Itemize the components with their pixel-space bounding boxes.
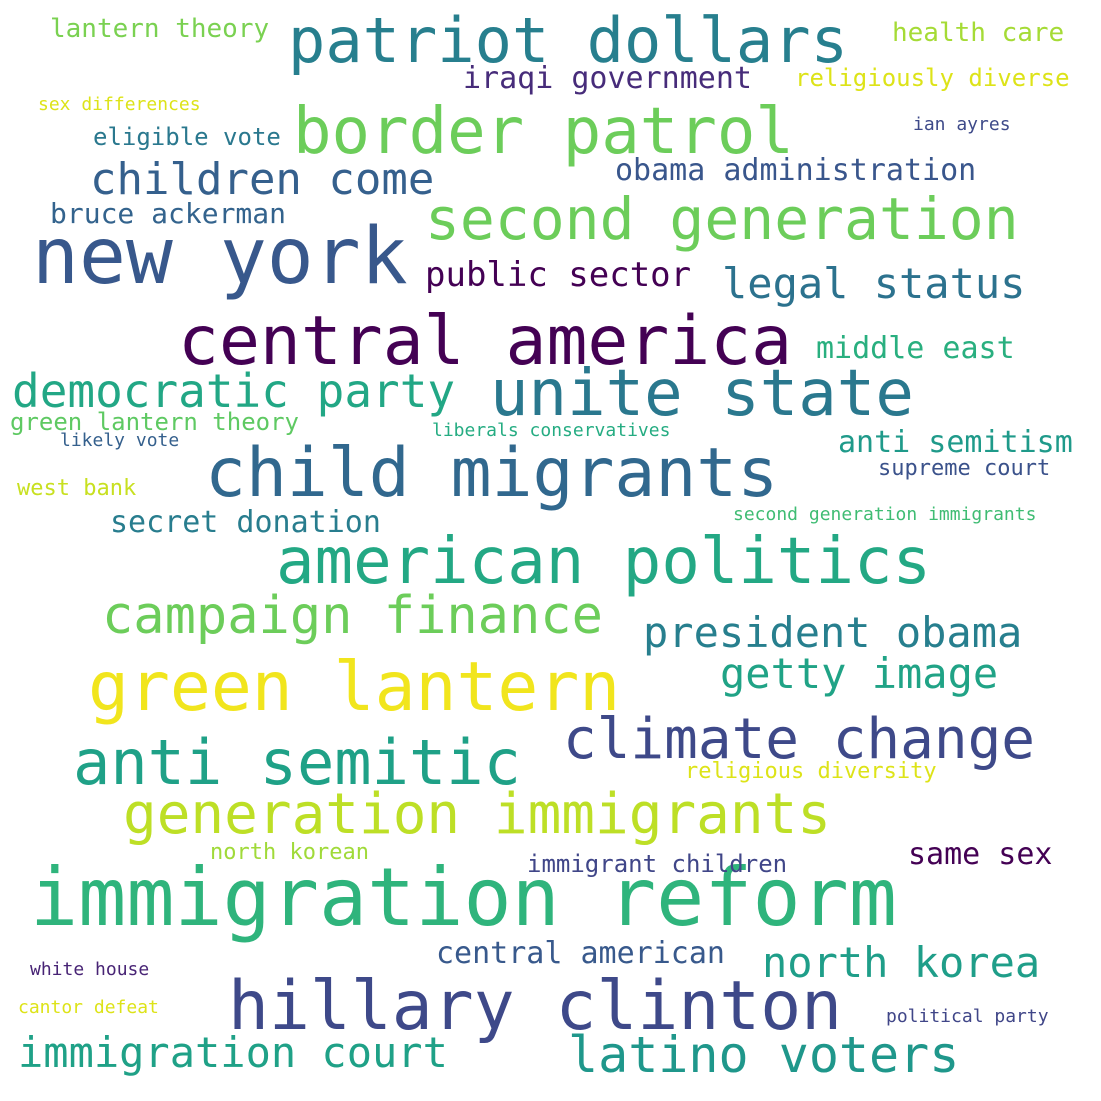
word-legal-status: legal status <box>722 259 1026 308</box>
word-american-politics: american politics <box>276 525 932 599</box>
word-west-bank: west bank <box>17 476 137 501</box>
word-middle-east: middle east <box>816 331 1015 366</box>
word-religious-diversity: religious diversity <box>685 759 937 784</box>
word-same-sex: same sex <box>908 837 1053 872</box>
word-child-migrants: child migrants <box>205 434 779 513</box>
word-white-house: white house <box>30 959 150 980</box>
word-central-america: central america <box>178 302 793 381</box>
word-obama-administration: obama administration <box>615 153 977 188</box>
word-immigration-court: immigration court <box>18 1028 448 1077</box>
word-second-generation-immigrants: second generation immigrants <box>733 504 1037 525</box>
word-anti-semitic: anti semitic <box>73 726 521 799</box>
word-eligible-vote: eligible vote <box>93 123 281 151</box>
word-border-patrol: border patrol <box>293 95 794 169</box>
word-north-korea: north korea <box>762 938 1041 987</box>
word-democratic-party: democratic party <box>12 364 456 418</box>
word-central-american: central american <box>436 936 725 971</box>
word-president-obama: president obama <box>643 608 1023 657</box>
word-political-party: political party <box>886 1006 1049 1027</box>
word-bruce-ackerman: bruce ackerman <box>50 197 287 230</box>
word-public-sector: public sector <box>425 255 692 295</box>
word-iraqi-government: iraqi government <box>463 61 752 96</box>
word-health-care: health care <box>892 18 1065 48</box>
word-likely-vote: likely vote <box>60 430 180 451</box>
word-anti-semitism: anti semitism <box>838 425 1073 460</box>
word-supreme-court: supreme court <box>878 456 1051 481</box>
word-green-lantern-theory: green lantern theory <box>10 408 299 436</box>
word-climate-change: climate change <box>563 707 1036 772</box>
word-lantern-theory: lantern theory <box>50 14 270 44</box>
word-second-generation: second generation <box>425 185 1019 253</box>
word-cantor-defeat: cantor defeat <box>18 997 159 1018</box>
word-immigrant-children: immigrant children <box>527 850 788 878</box>
word-latino-voters: latino voters <box>568 1026 960 1084</box>
word-secret-donation: secret donation <box>110 505 381 540</box>
word-ian-ayres: ian ayres <box>913 114 1011 135</box>
word-hillary-clinton: hillary clinton <box>228 967 843 1046</box>
word-new-york: new york <box>32 212 408 302</box>
word-sex-differences: sex differences <box>38 94 201 115</box>
word-religiously-diverse: religiously diverse <box>795 64 1070 92</box>
word-green-lantern: green lantern <box>88 648 621 727</box>
word-getty-image: getty image <box>720 649 999 698</box>
word-campaign-finance: campaign finance <box>102 586 603 646</box>
word-children-come: children come <box>90 154 435 205</box>
word-north-korean: north korean <box>210 840 369 865</box>
word-unite-state: unite state <box>490 357 914 431</box>
word-liberals-conservatives: liberals conservatives <box>432 420 671 441</box>
word-patriot-dollars: patriot dollars <box>288 4 848 77</box>
word-immigration-reform: immigration reform <box>30 851 897 944</box>
word-generation-immigrants: generation immigrants <box>123 782 832 847</box>
